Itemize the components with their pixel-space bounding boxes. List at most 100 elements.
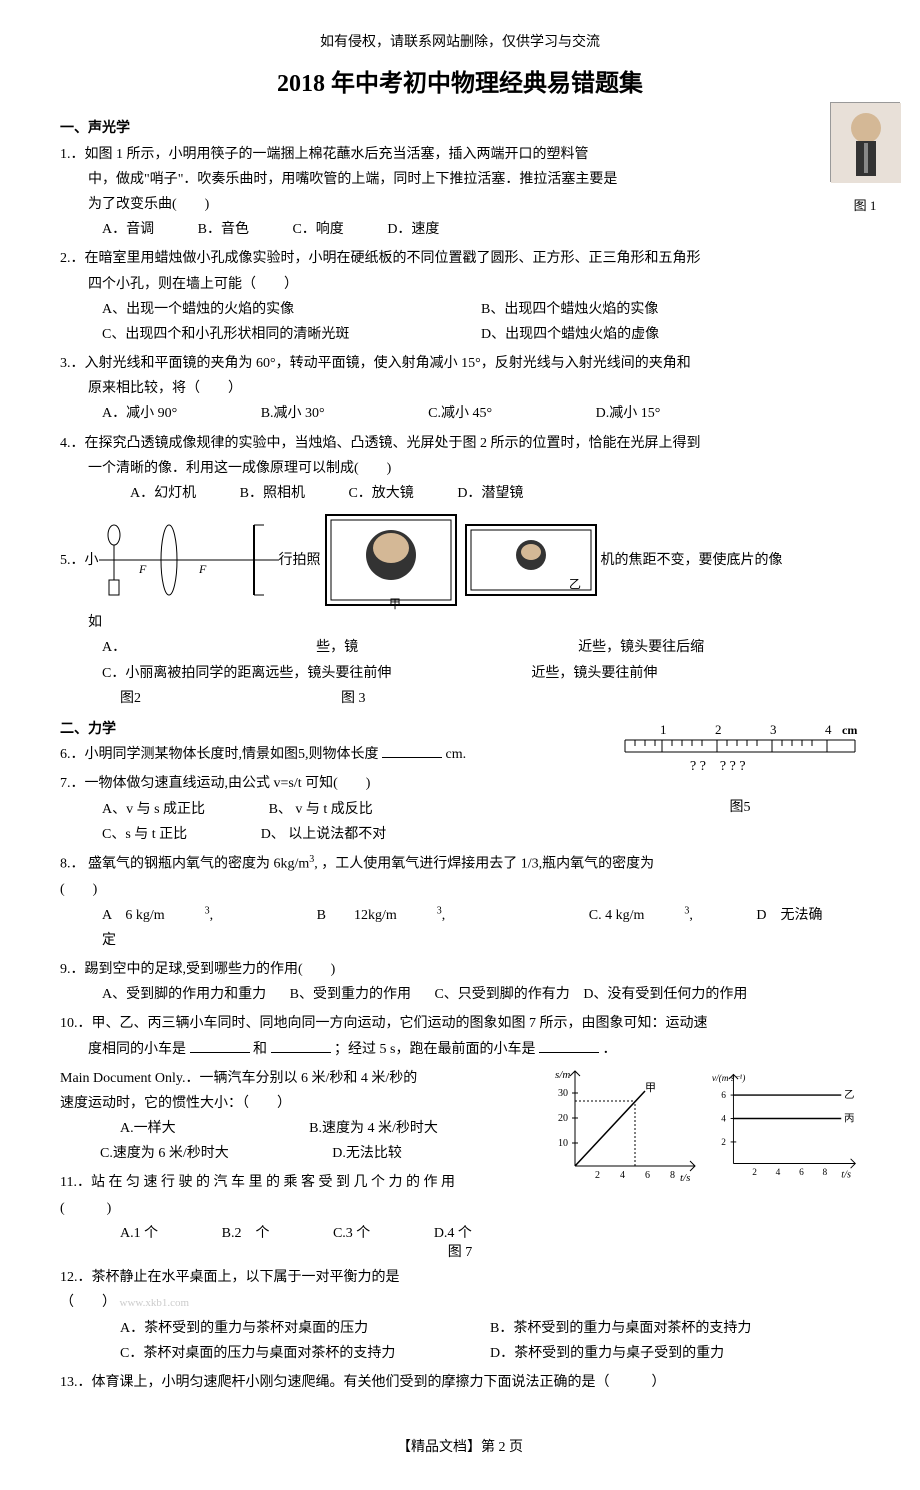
qm-option-b: B.速度为 4 米/秒时大	[309, 1121, 438, 1136]
q5-a-suf: 近些，镜头要往后缩	[578, 635, 704, 660]
q12-text: 12.．茶杯静止在水平桌面上，以下属于一对平衡力的是	[60, 1265, 860, 1290]
q9-option-a: A、受到脚的作用力和重力	[102, 987, 266, 1002]
q5-line2: 如	[60, 610, 860, 635]
q1-line1: 1.．如图 1 所示，小明用筷子的一端捆上棉花蘸水后充当活塞，插入两端开口的塑料…	[60, 142, 860, 167]
figure-1-label: 图 1	[830, 194, 900, 217]
q11-text: 11.．站 在 匀 速 行 驶 的 汽 车 里 的 乘 客 受 到 几 个 力 …	[60, 1170, 860, 1195]
q2-line1: 2.．在暗室里用蜡烛做小孔成像实验时，小明在硬纸板的不同位置戳了圆形、正方形、正…	[60, 246, 860, 271]
q4-option-c: C．放大镜	[348, 486, 413, 501]
figure-3: 甲 乙	[321, 510, 601, 610]
q3-option-d: D.减小 15°	[596, 406, 661, 421]
figure-1: 图 1	[830, 102, 900, 218]
q10-line1: 10.．甲、乙、丙三辆小车同时、同地向同一方向运动，它们运动的图象如图 7 所示…	[60, 1011, 860, 1036]
q9-text: 9.．踢到空中的足球,受到哪些力的作用( )	[60, 957, 860, 982]
question-12: 12.．茶杯静止在水平桌面上，以下属于一对平衡力的是 （ ） www.xkb1.…	[60, 1265, 860, 1366]
q5-suf: 机的焦距不变，要使底片的像	[601, 548, 783, 573]
q7-option-d: D、 以上说法都不对	[261, 827, 387, 842]
q10-blank3	[539, 1037, 599, 1053]
question-13: 13.．体育课上，小明匀速爬杆小刚匀速爬绳。有关他们受到的摩擦力下面说法正确的是…	[60, 1370, 860, 1395]
q12-text2: （ ）	[60, 1295, 116, 1310]
q11-option-d: D.4 个	[434, 1226, 472, 1241]
q11-option-a: A.1 个	[120, 1226, 158, 1241]
q5-option-c: C．小丽离被拍同学的距离远些，镜头要往前伸	[102, 661, 391, 686]
q10-blank1	[190, 1037, 250, 1053]
header-note: 如有侵权，请联系网站删除，仅供学习与交流	[60, 30, 860, 55]
q11-option-b: B.2 个	[222, 1226, 270, 1241]
q8-option-b: B 12kg/m	[317, 908, 397, 923]
question-11: 11.．站 在 匀 速 行 驶 的 汽 车 里 的 乘 客 受 到 几 个 力 …	[60, 1170, 860, 1246]
q12-option-d: D．茶杯受到的重力与桌子受到的重力	[490, 1341, 860, 1366]
svg-text:1: 1	[660, 722, 667, 737]
q8-option-c: C. 4 kg/m	[589, 908, 645, 923]
q11-option-c: C.3 个	[333, 1226, 370, 1241]
question-2: 2.．在暗室里用蜡烛做小孔成像实验时，小明在硬纸板的不同位置戳了圆形、正方形、正…	[60, 246, 860, 347]
q11-text2: ( )	[60, 1196, 860, 1221]
question-10: 10.．甲、乙、丙三辆小车同时、同地向同一方向运动，它们运动的图象如图 7 所示…	[60, 1011, 860, 1061]
question-4: 4.．在探究凸透镜成像规律的实验中，当烛焰、凸透镜、光屏处于图 2 所示的位置时…	[60, 431, 860, 507]
qm-line1: Main Document Only.．一辆汽车分别以 6 米/秒和 4 米/秒…	[60, 1066, 860, 1091]
q4-option-b: B．照相机	[240, 486, 305, 501]
svg-text:3: 3	[770, 722, 777, 737]
q4-line2: 一个清晰的像．利用这一成像原理可以制成( )	[60, 456, 860, 481]
q8-text1b: , ，工人使用氧气进行焊接用去了 1/3,瓶内氧气的密度为	[314, 857, 654, 872]
question-7: 7.．一物体做匀速直线运动,由公式 v=s/t 可知( ) A、v 与 s 成正…	[60, 771, 860, 847]
q6-suffix: cm.	[446, 747, 467, 762]
page-footer: 【精品文档】第 2 页	[60, 1435, 860, 1460]
svg-text:F: F	[198, 562, 207, 576]
figure-1-image	[830, 102, 900, 182]
q10-text2: 度相同的小车是	[88, 1042, 186, 1057]
q1-option-d: D．速度	[387, 222, 439, 237]
q1-line2: 中，做成"哨子"．吹奏乐曲时，用嘴吹管的上端，同时上下推拉活塞．推拉活塞主要是	[60, 167, 860, 192]
figure-2-label: 图2	[120, 686, 141, 711]
q2-option-b: B、出现四个蜡烛火焰的实像	[481, 297, 860, 322]
svg-text:cm: cm	[842, 723, 857, 737]
question-1: 图 1 1.．如图 1 所示，小明用筷子的一端捆上棉花蘸水后充当活塞，插入两端开…	[60, 142, 860, 243]
q5-mid: 行拍照	[279, 548, 321, 573]
q7-option-c: C、s 与 t 正比	[102, 827, 187, 842]
q9-option-c: C、只受到脚的作有力	[434, 987, 569, 1002]
q5-d-suf: 近些，镜头要往前伸	[531, 661, 657, 686]
q2-option-d: D、出现四个蜡烛火焰的虚像	[481, 322, 860, 347]
q10-text5: ．	[602, 1042, 616, 1057]
q3-option-a: A．减小 90°	[102, 406, 177, 421]
q4-option-d: D．潜望镜	[457, 486, 523, 501]
qm-option-c: C.速度为 6 米/秒时大	[100, 1146, 229, 1161]
q7-text: 7.．一物体做匀速直线运动,由公式 v=s/t 可知( )	[60, 771, 860, 796]
q1-option-b: B．音色	[198, 222, 249, 237]
svg-text:F: F	[138, 562, 147, 576]
figure-3-label: 图 3	[341, 686, 366, 711]
watermark: www.xkb1.com	[120, 1297, 190, 1309]
svg-text:乙: 乙	[569, 577, 581, 591]
page-title: 2018 年中考初中物理经典易错题集	[60, 63, 860, 106]
question-5: 5.．小 F F 行拍照	[60, 510, 860, 711]
q12-option-b: B．茶杯受到的重力与桌面对茶杯的支持力	[490, 1316, 860, 1341]
q8-text1: 8.． 盛氧气的钢瓶内氧气的密度为 6kg/m	[60, 857, 309, 872]
q10-text4: ；经过 5 s，跑在最前面的小车是	[334, 1042, 535, 1057]
q1-line3: 为了改变乐曲( )	[60, 192, 860, 217]
q3-line1: 3.．入射光线和平面镜的夹角为 60°，转动平面镜，使入射角减小 15°，反射光…	[60, 351, 860, 376]
q3-line2: 原来相比较，将（ ）	[60, 376, 860, 401]
svg-text:2: 2	[715, 722, 722, 737]
q13-text: 13.．体育课上，小明匀速爬杆小刚匀速爬绳。有关他们受到的摩擦力下面说法正确的是…	[60, 1370, 860, 1395]
qm-option-d: D.无法比较	[332, 1146, 402, 1161]
qm-line2: 速度运动时，它的惯性大小：（ ）	[60, 1091, 860, 1116]
q1-option-a: A．音调	[102, 222, 154, 237]
q10-text3: 和	[253, 1042, 267, 1057]
question-main: Main Document Only.．一辆汽车分别以 6 米/秒和 4 米/秒…	[60, 1066, 860, 1167]
figure-2: F F	[99, 515, 279, 605]
question-9: 9.．踢到空中的足球,受到哪些力的作用( ) A、受到脚的作用力和重力 B、受到…	[60, 957, 860, 1007]
q7-option-b: B、 v 与 t 成反比	[269, 802, 373, 817]
q2-line2: 四个小孔，则在墙上可能（ ）	[60, 272, 860, 297]
q5-a-pre: A．	[102, 635, 126, 660]
q6-text: 6.．小明同学测某物体长度时,情景如图5,则物体长度	[60, 747, 379, 762]
question-6: 1 2 3 4 cm ? ? ? ? ? 图5 6.．小明同学测某物体长度时,情…	[60, 742, 860, 767]
q7-option-a: A、v 与 s 成正比	[102, 802, 205, 817]
q6-blank	[382, 742, 442, 758]
section-1-title: 一、声光学	[60, 116, 860, 141]
q2-option-c: C、出现四个和小孔形状相同的清晰光斑	[102, 322, 481, 347]
question-3: 3.．入射光线和平面镜的夹角为 60°，转动平面镜，使入射角减小 15°，反射光…	[60, 351, 860, 427]
q4-line1: 4.．在探究凸透镜成像规律的实验中，当烛焰、凸透镜、光屏处于图 2 所示的位置时…	[60, 431, 860, 456]
qm-option-a: A.一样大	[120, 1121, 176, 1136]
q9-option-d: D、没有受到任何力的作用	[583, 987, 747, 1002]
q12-option-c: C．茶杯对桌面的压力与桌面对茶杯的支持力	[120, 1341, 490, 1366]
